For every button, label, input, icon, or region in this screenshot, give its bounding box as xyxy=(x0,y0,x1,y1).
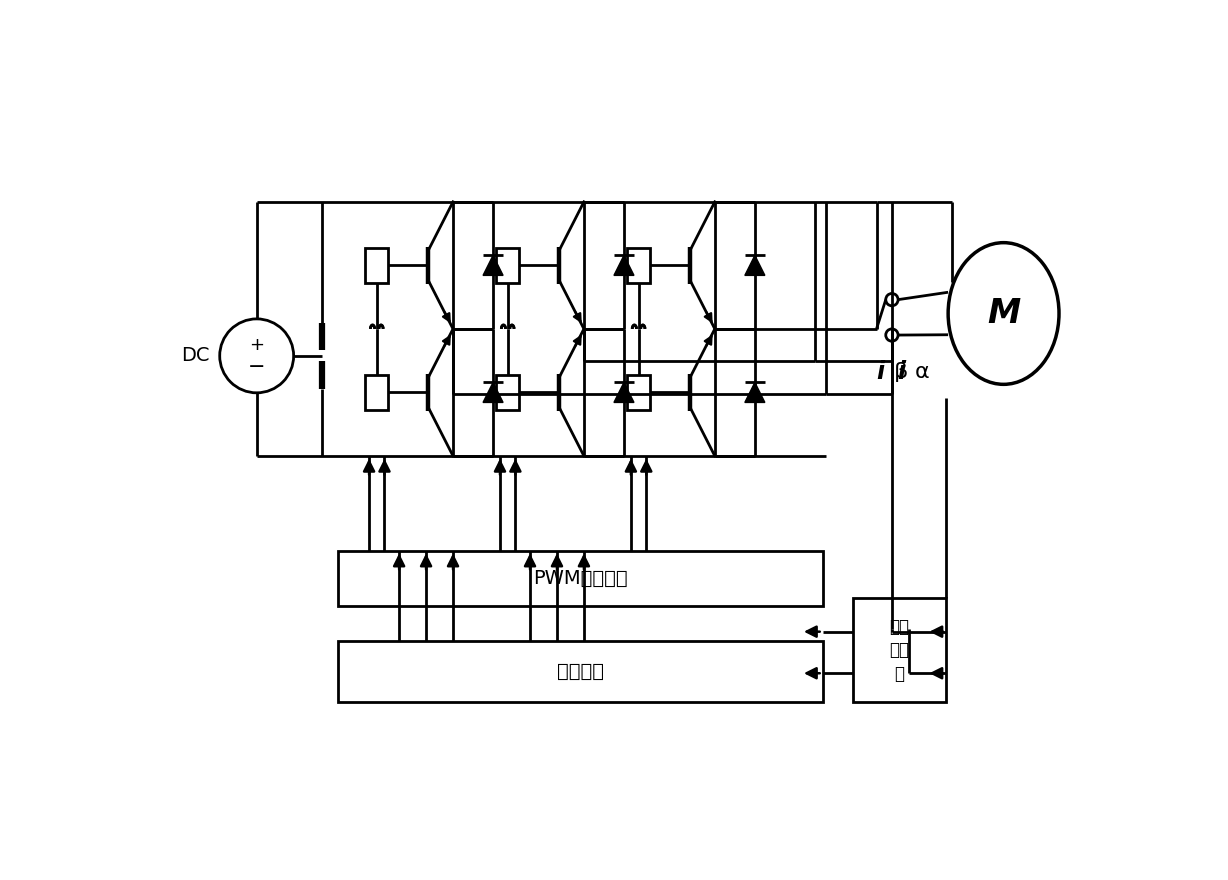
Polygon shape xyxy=(614,255,634,275)
Text: i: i xyxy=(876,360,884,384)
Polygon shape xyxy=(614,383,634,402)
Polygon shape xyxy=(483,383,503,402)
Bar xyxy=(338,551,823,606)
Bar xyxy=(853,598,946,702)
Bar xyxy=(496,375,519,410)
Bar xyxy=(338,641,823,702)
Bar xyxy=(365,247,388,283)
Text: i: i xyxy=(898,360,906,384)
Bar xyxy=(365,375,388,410)
Polygon shape xyxy=(745,255,765,275)
Bar xyxy=(628,247,650,283)
Polygon shape xyxy=(745,383,765,402)
Bar xyxy=(628,375,650,410)
Text: PWM驱动电路: PWM驱动电路 xyxy=(533,568,628,588)
Text: 控制电路: 控制电路 xyxy=(556,662,604,681)
Text: −: − xyxy=(248,357,265,378)
Text: α: α xyxy=(915,362,930,382)
Text: +: + xyxy=(249,336,264,354)
Text: M: M xyxy=(987,297,1020,330)
Bar xyxy=(496,247,519,283)
Text: β: β xyxy=(894,362,907,382)
Polygon shape xyxy=(483,255,503,275)
Text: 电流
传感
器: 电流 传感 器 xyxy=(889,618,910,683)
Text: DC: DC xyxy=(181,347,209,365)
